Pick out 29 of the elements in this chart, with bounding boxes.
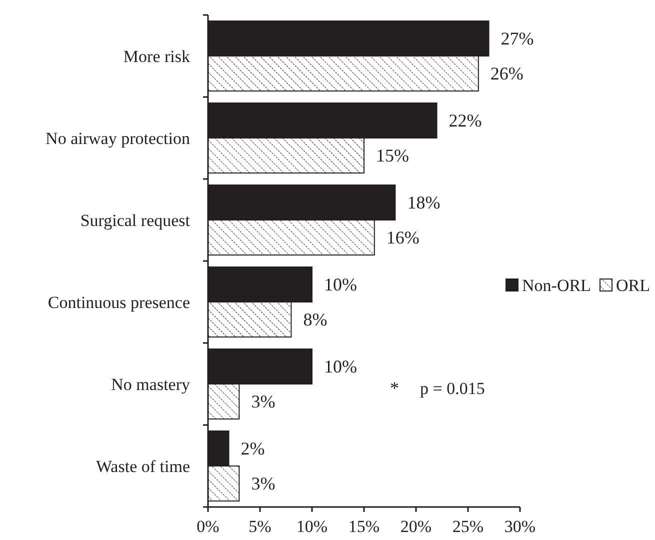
data-label: 2% <box>240 438 265 458</box>
data-label: 3% <box>251 392 276 412</box>
y-tick-label: No airway protection <box>46 129 190 148</box>
y-tick-label: Surgical request <box>80 211 190 230</box>
x-tick-label: 10% <box>296 517 328 536</box>
data-label: 16% <box>386 228 420 248</box>
data-label: 27% <box>500 28 534 48</box>
annotation: p = 0.015 <box>420 379 485 398</box>
y-tick-label: More risk <box>123 47 190 66</box>
legend-label: ORL <box>616 276 650 295</box>
x-tick-label: 0% <box>196 517 220 536</box>
data-label: 10% <box>324 274 357 294</box>
data-label: 18% <box>407 192 440 212</box>
x-tick-label: 15% <box>348 517 380 536</box>
legend-label: Non-ORL <box>522 276 591 295</box>
y-tick-label: Waste of time <box>96 457 190 476</box>
annotation: * <box>390 378 399 398</box>
x-tick-label: 5% <box>248 517 272 536</box>
y-tick-label: No mastery <box>111 375 190 394</box>
x-tick-label: 20% <box>400 517 432 536</box>
data-label: 3% <box>251 474 276 494</box>
data-label: 15% <box>376 146 409 166</box>
data-label: 22% <box>448 110 482 130</box>
x-tick-label: 25% <box>452 517 484 536</box>
data-label: 26% <box>490 64 524 84</box>
data-label: 10% <box>324 356 357 376</box>
data-label: 8% <box>303 310 328 330</box>
x-tick-label: 30% <box>504 517 536 536</box>
y-tick-label: Continuous presence <box>48 293 190 312</box>
